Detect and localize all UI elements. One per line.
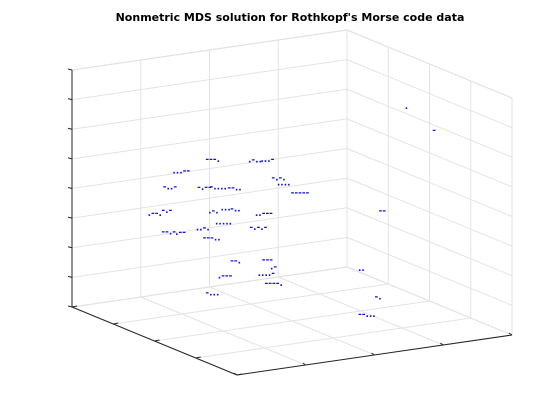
grid-line bbox=[71, 118, 348, 160]
point-label: ..--- bbox=[255, 209, 273, 219]
grid-line bbox=[346, 118, 513, 188]
grid-line bbox=[71, 148, 348, 189]
point-label: -..- bbox=[163, 182, 178, 192]
z-tick bbox=[67, 305, 73, 308]
point-label: .... bbox=[277, 179, 291, 189]
point-label: -.- bbox=[161, 206, 172, 216]
point-label: --... bbox=[358, 310, 376, 320]
chart-title: Nonmetric MDS solution for Rothkopf's Mo… bbox=[116, 11, 465, 24]
point-label: -. bbox=[375, 293, 382, 303]
point-label: ----- bbox=[291, 189, 310, 199]
point-label: ... bbox=[221, 204, 231, 214]
grid-line bbox=[140, 296, 306, 366]
point-label: ---.. bbox=[203, 233, 221, 243]
point-label: ---. bbox=[205, 155, 220, 165]
point-label: --.- bbox=[161, 228, 176, 238]
point-label: -... bbox=[205, 289, 219, 299]
point-label: .--. bbox=[148, 209, 162, 219]
grid-line bbox=[71, 59, 348, 101]
point-label: -- bbox=[379, 207, 387, 217]
z-tick bbox=[67, 98, 73, 101]
point-label: --. bbox=[230, 257, 241, 267]
grid-line bbox=[71, 29, 348, 71]
point-label: -.-- bbox=[197, 183, 212, 193]
grid-line bbox=[346, 177, 513, 247]
point-label: ..... bbox=[215, 217, 232, 227]
point-label: .-.. bbox=[248, 156, 262, 166]
point-label: --- bbox=[262, 256, 273, 266]
grid-line bbox=[71, 88, 348, 130]
grid-line bbox=[346, 88, 513, 158]
point-label: .-- bbox=[175, 228, 186, 238]
grid-line bbox=[71, 266, 348, 308]
grid-line bbox=[346, 207, 513, 277]
point-label: ..-. bbox=[196, 224, 210, 234]
z-tick bbox=[67, 187, 73, 189]
x-tick bbox=[113, 322, 119, 325]
z-tick bbox=[67, 216, 73, 219]
y-tick bbox=[233, 372, 238, 376]
y-tick bbox=[371, 352, 375, 356]
point-label: -.-.- bbox=[249, 223, 267, 233]
grid-line bbox=[71, 177, 348, 219]
grid-line bbox=[346, 148, 513, 217]
grid-line bbox=[71, 207, 348, 249]
point-label: ...-- bbox=[172, 167, 190, 177]
x-tick bbox=[236, 373, 243, 376]
point-label: -.-. bbox=[271, 174, 285, 184]
z-tick bbox=[67, 275, 73, 278]
point-label: -.. bbox=[230, 205, 241, 215]
point-label: .--- bbox=[218, 271, 233, 281]
grid-line bbox=[71, 236, 348, 278]
grid-line bbox=[346, 266, 513, 336]
grid-line bbox=[278, 276, 444, 346]
x-tick bbox=[195, 356, 201, 359]
grid-line bbox=[346, 59, 513, 129]
point-label: - bbox=[432, 126, 436, 136]
point-label: ...- bbox=[260, 155, 274, 165]
x-tick bbox=[71, 305, 78, 308]
point-label: .- bbox=[270, 263, 277, 273]
grid-line bbox=[346, 29, 513, 99]
z-tick bbox=[67, 157, 73, 160]
y-tick bbox=[302, 362, 307, 366]
grid-line bbox=[346, 236, 513, 306]
point-label: -.... bbox=[210, 183, 227, 193]
z-tick bbox=[67, 246, 73, 249]
point-label: ....- bbox=[258, 269, 276, 279]
z-tick bbox=[67, 127, 73, 130]
point-label: .. bbox=[358, 264, 365, 274]
x-tick bbox=[154, 339, 160, 342]
grid-line bbox=[209, 286, 375, 356]
y-tick bbox=[508, 332, 513, 336]
y-tick bbox=[439, 342, 444, 346]
point-label: . bbox=[405, 102, 408, 112]
point-label: --.. bbox=[227, 184, 241, 194]
z-tick bbox=[67, 68, 73, 71]
point-label: ----. bbox=[265, 279, 283, 289]
point-label: .-. bbox=[208, 207, 219, 217]
